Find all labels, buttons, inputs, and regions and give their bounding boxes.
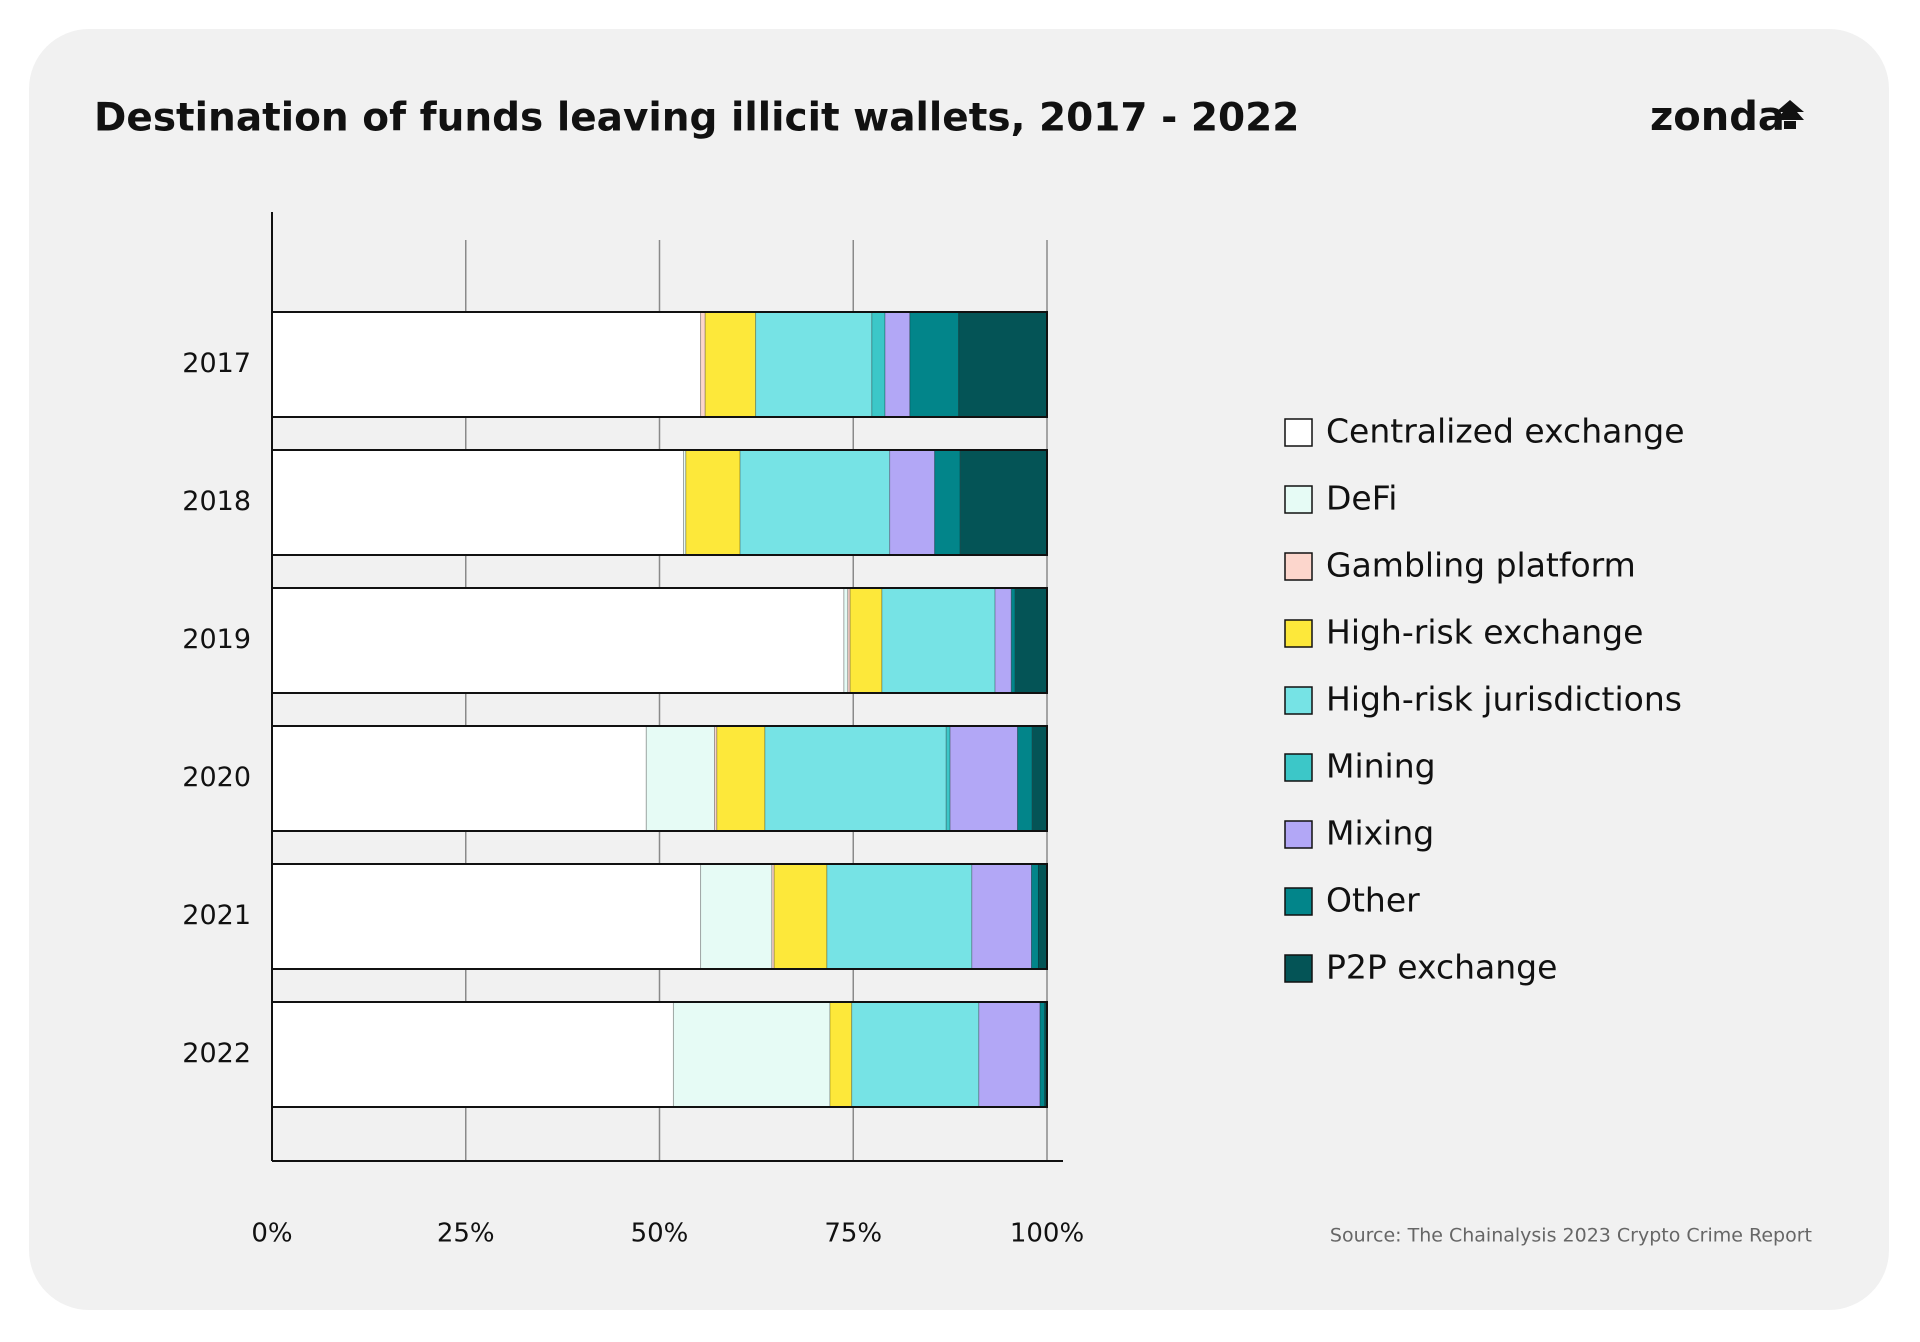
bar-segment	[871, 311, 886, 418]
bar-segment	[271, 449, 685, 556]
bar-segment	[271, 587, 845, 694]
bar-segment	[645, 725, 716, 832]
bar-segment	[994, 587, 1012, 694]
bar-segment	[829, 1001, 853, 1108]
bar-segment	[958, 311, 1048, 418]
legend-label: Mining	[1326, 747, 1436, 786]
bar-segment	[843, 587, 849, 694]
legend-swatch	[1284, 887, 1313, 916]
bar-segment	[764, 725, 947, 832]
legend-label: High-risk exchange	[1326, 613, 1643, 652]
legend-label: High-risk jurisdictions	[1326, 680, 1682, 719]
bar-outline	[271, 725, 1048, 832]
legend-swatch	[1284, 753, 1313, 782]
legend-swatch	[1284, 552, 1313, 581]
bar-outline	[271, 1001, 1048, 1108]
bar-segment	[271, 863, 702, 970]
bar-segment	[700, 311, 706, 418]
y-tick-label: 2018	[182, 486, 251, 517]
bar-segment	[849, 587, 883, 694]
bar-segment	[959, 449, 1048, 556]
bar-segment	[739, 449, 891, 556]
x-tick-label: 0%	[251, 1219, 292, 1249]
bar-segment	[700, 863, 773, 970]
legend-swatch	[1284, 686, 1313, 715]
chart-title: Destination of funds leaving illicit wal…	[94, 96, 1299, 141]
x-tick-label: 100%	[1010, 1219, 1084, 1249]
bar-segment	[1014, 587, 1048, 694]
x-tick-label: 50%	[631, 1219, 689, 1249]
legend-label: Gambling platform	[1326, 546, 1636, 585]
bar-outline	[271, 449, 1048, 556]
bar-segment	[685, 449, 741, 556]
bar-segment	[826, 863, 973, 970]
bar-segment	[704, 311, 757, 418]
y-tick-label: 2020	[182, 762, 251, 793]
bar-segment	[716, 725, 766, 832]
source-note: Source: The Chainalysis 2023 Crypto Crim…	[1330, 1225, 1812, 1247]
x-tick-label: 25%	[437, 1219, 495, 1249]
bar-outline	[271, 311, 1048, 418]
legend-swatch	[1284, 820, 1313, 849]
legend-label: Centralized exchange	[1326, 412, 1685, 451]
bar-segment	[851, 1001, 980, 1108]
bar-segment	[1010, 587, 1016, 694]
x-tick-label: 75%	[824, 1219, 882, 1249]
bar-segment	[949, 725, 1019, 832]
bar-segment	[773, 863, 828, 970]
legend-label: Other	[1326, 881, 1420, 920]
bar-segment	[971, 863, 1033, 970]
bar-segment	[1037, 863, 1048, 970]
bar-segment	[909, 311, 960, 418]
bar-segment	[672, 1001, 831, 1108]
bar-segment	[755, 311, 873, 418]
bar-segment	[884, 311, 911, 418]
bar-segment	[271, 311, 702, 418]
y-tick-label: 2017	[182, 348, 251, 379]
bar-outline	[271, 863, 1048, 970]
bar-segment	[978, 1001, 1041, 1108]
bar-segment	[934, 449, 961, 556]
legend-swatch	[1284, 418, 1313, 447]
legend-swatch	[1284, 485, 1313, 514]
legend-label: P2P exchange	[1326, 948, 1557, 987]
legend-label: Mixing	[1326, 814, 1434, 853]
bar-segment	[271, 725, 647, 832]
legend-swatch	[1284, 619, 1313, 648]
bar-segment	[1039, 1001, 1046, 1108]
bar-segment	[1031, 863, 1039, 970]
bar-segment	[889, 449, 936, 556]
bar-outline	[271, 587, 1048, 694]
bar-segment	[1017, 725, 1033, 832]
bar-segment	[1031, 725, 1048, 832]
bar-segment	[271, 1001, 674, 1108]
y-tick-label: 2022	[182, 1038, 251, 1069]
bar-segment	[881, 587, 996, 694]
legend-label: DeFi	[1326, 479, 1397, 518]
y-tick-label: 2019	[182, 624, 251, 655]
logo-icon	[1776, 100, 1804, 129]
logo-text: zonda	[1650, 94, 1785, 140]
bar-segment	[945, 725, 951, 832]
legend-swatch	[1284, 954, 1313, 983]
y-tick-label: 2021	[182, 900, 251, 931]
